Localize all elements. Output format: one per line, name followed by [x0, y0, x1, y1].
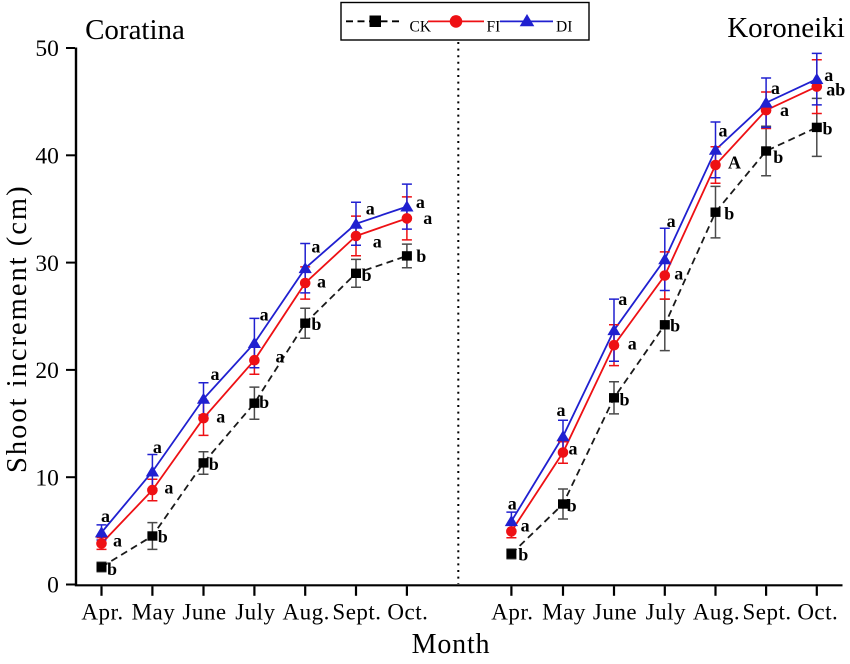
svg-text:Aug.: Aug.	[693, 600, 740, 625]
svg-text:July: July	[235, 600, 275, 625]
svg-text:Apr.: Apr.	[491, 600, 533, 625]
svg-text:a: a	[153, 437, 162, 457]
svg-text:June: June	[182, 600, 226, 625]
svg-text:Aug.: Aug.	[283, 600, 330, 625]
svg-text:Shoot increment (cm): Shoot increment (cm)	[2, 184, 33, 473]
svg-text:a: a	[824, 65, 833, 85]
svg-text:a: a	[771, 78, 780, 98]
svg-text:a: a	[216, 407, 225, 427]
svg-text:b: b	[670, 316, 680, 336]
svg-text:a: a	[366, 199, 375, 219]
svg-text:Coratina: Coratina	[85, 14, 185, 46]
svg-text:40: 40	[35, 144, 59, 170]
svg-text:a: a	[373, 231, 382, 251]
svg-text:Sept.: Sept.	[332, 600, 381, 625]
svg-text:b: b	[259, 392, 269, 412]
svg-text:Oct.: Oct.	[797, 600, 838, 625]
svg-text:a: a	[211, 364, 220, 384]
svg-text:50: 50	[35, 36, 59, 62]
svg-text:a: a	[780, 100, 789, 120]
svg-text:a: a	[618, 289, 627, 309]
svg-text:A: A	[728, 152, 741, 172]
svg-text:a: a	[719, 120, 728, 140]
svg-text:b: b	[209, 454, 219, 474]
svg-text:a: a	[164, 478, 173, 498]
svg-text:a: a	[416, 192, 425, 212]
svg-text:ab: ab	[826, 80, 845, 100]
svg-text:b: b	[416, 246, 426, 266]
svg-text:a: a	[317, 272, 326, 292]
svg-text:a: a	[569, 439, 578, 459]
svg-text:May: May	[542, 600, 586, 625]
svg-text:b: b	[311, 314, 321, 334]
svg-text:a: a	[667, 211, 676, 231]
svg-text:a: a	[557, 400, 566, 420]
svg-text:b: b	[567, 496, 577, 516]
svg-text:b: b	[619, 390, 629, 410]
svg-text:Koroneiki: Koroneiki	[727, 12, 845, 44]
svg-text:30: 30	[35, 251, 59, 277]
svg-text:Month: Month	[412, 629, 491, 659]
svg-text:July: July	[646, 600, 686, 625]
svg-text:a: a	[508, 494, 517, 514]
svg-text:0: 0	[47, 573, 59, 599]
svg-text:a: a	[113, 531, 122, 551]
svg-text:May: May	[132, 600, 176, 625]
svg-text:10: 10	[35, 465, 59, 491]
svg-text:a: a	[521, 516, 530, 536]
svg-text:DI: DI	[556, 19, 572, 36]
svg-text:CK: CK	[410, 19, 432, 36]
svg-text:a: a	[311, 237, 320, 257]
svg-text:a: a	[628, 333, 637, 353]
svg-text:a: a	[423, 208, 432, 228]
svg-text:Sept.: Sept.	[743, 600, 792, 625]
svg-text:a: a	[276, 347, 285, 367]
svg-text:Oct.: Oct.	[387, 600, 428, 625]
svg-text:FI: FI	[487, 19, 501, 36]
svg-text:b: b	[518, 545, 528, 565]
svg-text:b: b	[724, 204, 734, 224]
svg-text:b: b	[822, 118, 832, 138]
svg-text:b: b	[773, 147, 783, 167]
svg-text:20: 20	[35, 358, 59, 384]
svg-text:a: a	[674, 264, 683, 284]
svg-text:b: b	[107, 559, 117, 579]
svg-text:b: b	[158, 527, 168, 547]
svg-text:June: June	[593, 600, 637, 625]
svg-text:a: a	[260, 305, 269, 325]
svg-text:b: b	[361, 265, 371, 285]
svg-text:a: a	[101, 506, 110, 526]
svg-text:Apr.: Apr.	[81, 600, 123, 625]
